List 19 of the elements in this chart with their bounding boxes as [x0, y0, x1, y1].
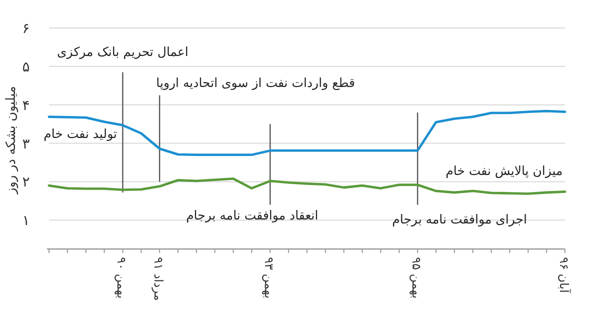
x-tick-label: بهمن ۹۳ — [262, 257, 276, 299]
ref-line-label: انعقاد موافقت نامه برجام — [186, 207, 318, 224]
x-tick-label: مرداد ۹۱ — [152, 257, 166, 301]
series-label: تولید نفت خام — [44, 126, 118, 142]
series-label: میزان پالایش نفت خام — [446, 163, 563, 180]
y-tick-label: ۳ — [22, 136, 30, 152]
x-tick-label: بهمن ۹۵ — [410, 257, 424, 299]
y-tick-label: ۶ — [22, 21, 30, 37]
ref-line-label: اعمال تحریم بانک مرکزی — [57, 44, 188, 60]
x-tick-label: بهمن ۹۰ — [114, 257, 129, 299]
ref-line-label: قطع واردات نفت از سوی اتحادیه اروپا — [156, 74, 355, 91]
ref-line-label: اجرای موافقت نامه برجام — [392, 211, 527, 228]
y-tick-label: ۵ — [22, 59, 30, 76]
line-series — [48, 177, 566, 195]
y-tick-label: ۲ — [22, 174, 30, 191]
y-axis-title: میلیون بشکه در روز — [4, 86, 19, 196]
y-tick-label: ۴ — [22, 98, 30, 114]
x-tick-label: آبان ۹۶ — [557, 257, 572, 294]
y-tick-label: ۱ — [22, 213, 30, 230]
